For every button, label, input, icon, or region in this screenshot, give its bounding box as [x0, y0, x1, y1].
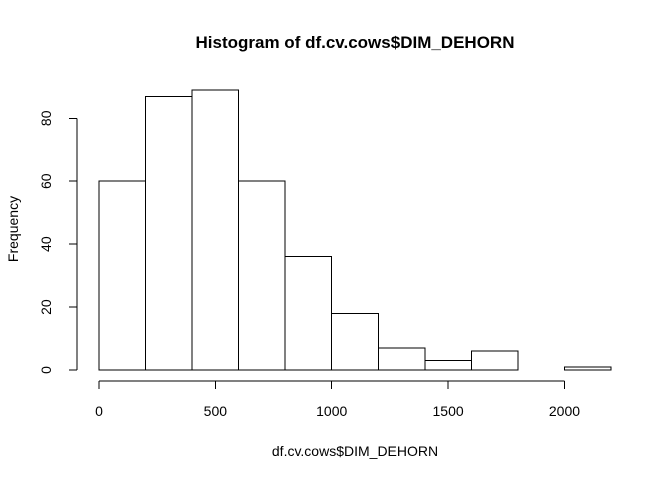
- y-tick-label: 40: [38, 236, 54, 252]
- x-axis-label: df.cv.cows$DIM_DEHORN: [272, 443, 438, 459]
- y-tick-label: 80: [38, 110, 54, 126]
- histogram-bar: [284, 256, 333, 371]
- x-tick-label: 2000: [549, 403, 580, 419]
- y-tick-label: 60: [38, 173, 54, 189]
- y-axis-label: Frequency: [5, 196, 21, 262]
- histogram-bar: [191, 89, 240, 371]
- x-tick-label: 500: [204, 403, 228, 419]
- histogram-bar: [377, 347, 426, 371]
- histogram-bar: [563, 366, 612, 371]
- histogram-bar: [145, 95, 193, 371]
- x-tick-label: 0: [95, 403, 103, 419]
- histogram-bar: [98, 180, 147, 371]
- histogram-bar: [331, 312, 379, 371]
- x-tick-label: 1500: [433, 403, 464, 419]
- y-tick-label: 20: [38, 299, 54, 315]
- y-axis: 0 20 40 60 80: [38, 110, 78, 374]
- x-tick-label: 1000: [316, 403, 347, 419]
- y-tick-label: 0: [38, 366, 54, 374]
- chart-title: Histogram of df.cv.cows$DIM_DEHORN: [196, 33, 515, 52]
- bars-group: [98, 89, 612, 371]
- x-axis: 0 500 1000 1500 2000: [95, 380, 580, 419]
- histogram-bar: [424, 360, 472, 371]
- histogram-bar: [470, 350, 519, 371]
- histogram-bar: [238, 180, 286, 371]
